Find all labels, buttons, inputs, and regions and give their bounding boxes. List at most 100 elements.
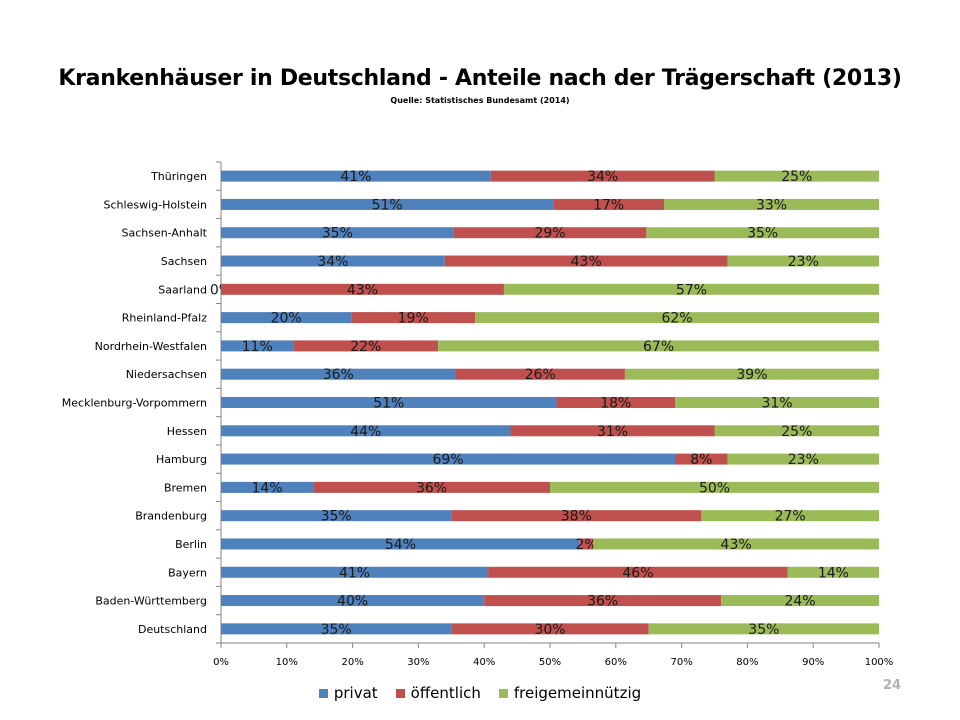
bar-freigemeinnutzig-sachsen	[727, 255, 879, 267]
legend-label-freigemeinnuetzig: freigemeinnützig	[513, 684, 642, 702]
bar-privat-baden-wurttemberg	[221, 595, 485, 607]
category-label: Mecklenburg-Vorpommern	[62, 397, 207, 410]
data-label-privat: 14%	[251, 480, 282, 496]
bar-privat-rheinland-pfalz	[221, 312, 352, 324]
data-label-privat: 36%	[323, 367, 354, 383]
bar-freigemeinnutzig-baden-wurttemberg	[721, 595, 879, 607]
x-tick-label: 30%	[407, 657, 429, 668]
legend-label-oeffentlich: öffentlich	[410, 684, 481, 702]
data-label-freigemeinnutzig: 62%	[661, 311, 692, 327]
data-label-freigemeinnutzig: 35%	[748, 622, 779, 638]
bar-offentlich-niedersachsen	[455, 368, 625, 380]
data-label-freigemeinnutzig: 33%	[756, 197, 787, 213]
data-label-freigemeinnutzig: 24%	[784, 594, 815, 610]
legend-swatch-privat	[318, 688, 328, 698]
x-tick-label: 0%	[213, 657, 229, 668]
data-label-offentlich: 31%	[597, 424, 628, 440]
data-label-offentlich: 26%	[525, 367, 556, 383]
data-label-offentlich: 43%	[347, 282, 378, 298]
legend-item-privat: privat	[318, 684, 378, 702]
bar-freigemeinnutzig-sachsen-anhalt	[646, 227, 879, 239]
legend-swatch-oeffentlich	[395, 688, 405, 698]
category-label: Nordrhein-Westfalen	[95, 340, 207, 353]
category-label: Schleswig-Holstein	[104, 198, 207, 211]
chart-legend: privat öffentlich freigemeinnützig	[0, 684, 960, 702]
bar-freigemeinnutzig-bremen	[550, 481, 879, 493]
data-label-freigemeinnutzig: 27%	[775, 509, 806, 525]
bar-offentlich-thuringen	[490, 170, 715, 182]
data-label-offentlich: 43%	[571, 254, 602, 270]
x-tick-label: 10%	[276, 657, 298, 668]
legend-item-freigemeinnuetzig: freigemeinnützig	[498, 684, 642, 702]
data-label-privat: 34%	[317, 254, 348, 270]
data-label-freigemeinnutzig: 43%	[721, 537, 752, 553]
x-tick-label: 20%	[341, 657, 363, 668]
data-label-offentlich: 36%	[416, 480, 447, 496]
data-label-offentlich: 46%	[622, 565, 653, 581]
category-label: Thüringen	[150, 170, 207, 183]
data-label-freigemeinnutzig: 23%	[788, 254, 819, 270]
x-tick-label: 90%	[802, 657, 824, 668]
category-label: Hessen	[167, 425, 207, 438]
bar-offentlich-schleswig-holstein	[553, 198, 665, 210]
legend-label-privat: privat	[333, 684, 378, 702]
data-label-privat: 69%	[432, 452, 463, 468]
bar-offentlich-baden-wurttemberg	[484, 595, 722, 607]
data-label-offentlich: 17%	[593, 197, 624, 213]
bar-offentlich-berlin	[579, 538, 594, 550]
legend-swatch-freigemeinnuetzig	[498, 688, 508, 698]
bar-privat-hessen	[221, 425, 511, 437]
bar-privat-sachsen-anhalt	[221, 227, 454, 239]
data-label-privat: 40%	[337, 594, 368, 610]
x-tick-label: 70%	[670, 657, 692, 668]
legend-item-oeffentlich: öffentlich	[395, 684, 481, 702]
chart-title: Krankenhäuser in Deutschland - Anteile n…	[58, 66, 902, 91]
bar-freigemeinnutzig-schleswig-holstein	[664, 198, 879, 210]
x-tick-label: 40%	[473, 657, 495, 668]
bar-freigemeinnutzig-saarland	[503, 283, 879, 295]
data-label-offentlich: 36%	[587, 594, 618, 610]
bar-freigemeinnutzig-deutschland	[648, 623, 879, 635]
data-label-freigemeinnutzig: 31%	[761, 396, 792, 412]
x-tick-label: 50%	[539, 657, 561, 668]
category-label: Brandenburg	[135, 510, 207, 523]
data-label-offentlich: 30%	[534, 622, 565, 638]
data-label-privat: 51%	[373, 396, 404, 412]
bar-freigemeinnutzig-berlin	[593, 538, 879, 550]
bar-freigemeinnutzig-niedersachsen	[624, 368, 879, 380]
data-label-freigemeinnutzig: 23%	[788, 452, 819, 468]
data-label-privat: 35%	[321, 622, 352, 638]
category-label: Sachsen-Anhalt	[121, 227, 207, 240]
category-label: Bremen	[164, 481, 207, 494]
bar-privat-bayern	[221, 566, 489, 578]
data-label-privat: 44%	[350, 424, 381, 440]
x-tick-label: 60%	[605, 657, 627, 668]
page-number: 24	[883, 678, 902, 693]
category-label: Deutschland	[138, 623, 207, 636]
bar-offentlich-sachsen-anhalt	[453, 227, 647, 239]
category-label: Bayern	[168, 566, 207, 579]
bar-offentlich-saarland	[221, 283, 504, 295]
data-label-freigemeinnutzig: 25%	[781, 169, 812, 185]
bar-privat-bremen	[221, 481, 314, 493]
data-label-freigemeinnutzig: 50%	[699, 480, 730, 496]
data-label-freigemeinnutzig: 25%	[781, 424, 812, 440]
data-label-offentlich: 34%	[587, 169, 618, 185]
data-label-freigemeinnutzig: 14%	[818, 565, 849, 581]
bar-offentlich-hessen	[510, 425, 715, 437]
chart-subtitle: Quelle: Statistisches Bundesamt (2014)	[390, 96, 570, 105]
bar-offentlich-deutschland	[451, 623, 649, 635]
data-label-offentlich: 8%	[690, 452, 712, 468]
x-tick-label: 80%	[736, 657, 758, 668]
bar-privat-nordrhein-westfalen	[221, 340, 294, 352]
data-label-privat: 54%	[385, 537, 416, 553]
bar-freigemeinnutzig-nordrhein-westfalen	[438, 340, 879, 352]
bar-freigemeinnutzig-hamburg	[727, 453, 879, 465]
bar-offentlich-hamburg	[675, 453, 728, 465]
category-label: Baden-Württemberg	[95, 595, 207, 608]
category-label: Berlin	[175, 538, 207, 551]
bar-privat-mecklenburg-vorpommern	[221, 397, 557, 408]
data-label-freigemeinnutzig: 67%	[643, 339, 674, 355]
category-label: Niedersachsen	[126, 368, 207, 381]
